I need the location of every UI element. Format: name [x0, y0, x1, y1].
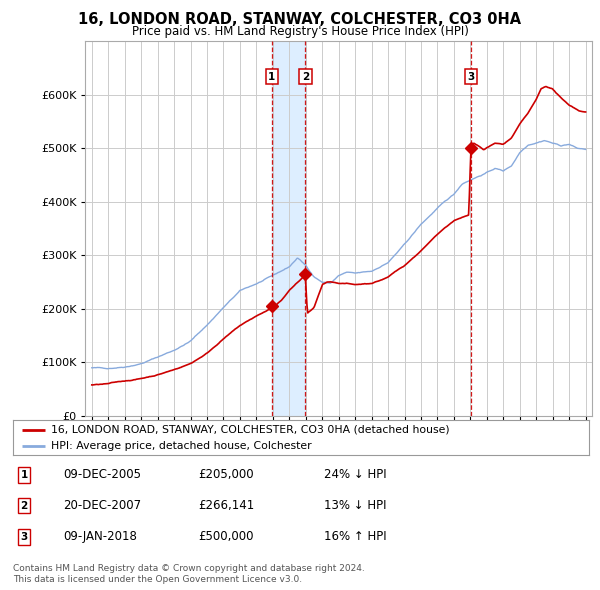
- Bar: [272, 41, 305, 416]
- Text: 2: 2: [302, 72, 309, 82]
- Text: 1: 1: [268, 72, 275, 82]
- Text: 3: 3: [467, 72, 475, 82]
- Text: £266,141: £266,141: [198, 499, 254, 512]
- Text: 24% ↓ HPI: 24% ↓ HPI: [324, 468, 386, 481]
- Text: HPI: Average price, detached house, Colchester: HPI: Average price, detached house, Colc…: [50, 441, 311, 451]
- Text: This data is licensed under the Open Government Licence v3.0.: This data is licensed under the Open Gov…: [13, 575, 302, 584]
- Text: 16, LONDON ROAD, STANWAY, COLCHESTER, CO3 0HA (detached house): 16, LONDON ROAD, STANWAY, COLCHESTER, CO…: [50, 425, 449, 435]
- Text: 20-DEC-2007: 20-DEC-2007: [63, 499, 141, 512]
- Text: 2: 2: [20, 501, 28, 510]
- Text: 3: 3: [20, 532, 28, 542]
- Text: Contains HM Land Registry data © Crown copyright and database right 2024.: Contains HM Land Registry data © Crown c…: [13, 565, 365, 573]
- Text: 16, LONDON ROAD, STANWAY, COLCHESTER, CO3 0HA: 16, LONDON ROAD, STANWAY, COLCHESTER, CO…: [79, 12, 521, 27]
- Text: 1: 1: [20, 470, 28, 480]
- Text: £500,000: £500,000: [198, 530, 254, 543]
- Text: Price paid vs. HM Land Registry's House Price Index (HPI): Price paid vs. HM Land Registry's House …: [131, 25, 469, 38]
- Text: 09-JAN-2018: 09-JAN-2018: [63, 530, 137, 543]
- Text: £205,000: £205,000: [198, 468, 254, 481]
- Text: 13% ↓ HPI: 13% ↓ HPI: [324, 499, 386, 512]
- Text: 16% ↑ HPI: 16% ↑ HPI: [324, 530, 386, 543]
- Text: 09-DEC-2005: 09-DEC-2005: [63, 468, 141, 481]
